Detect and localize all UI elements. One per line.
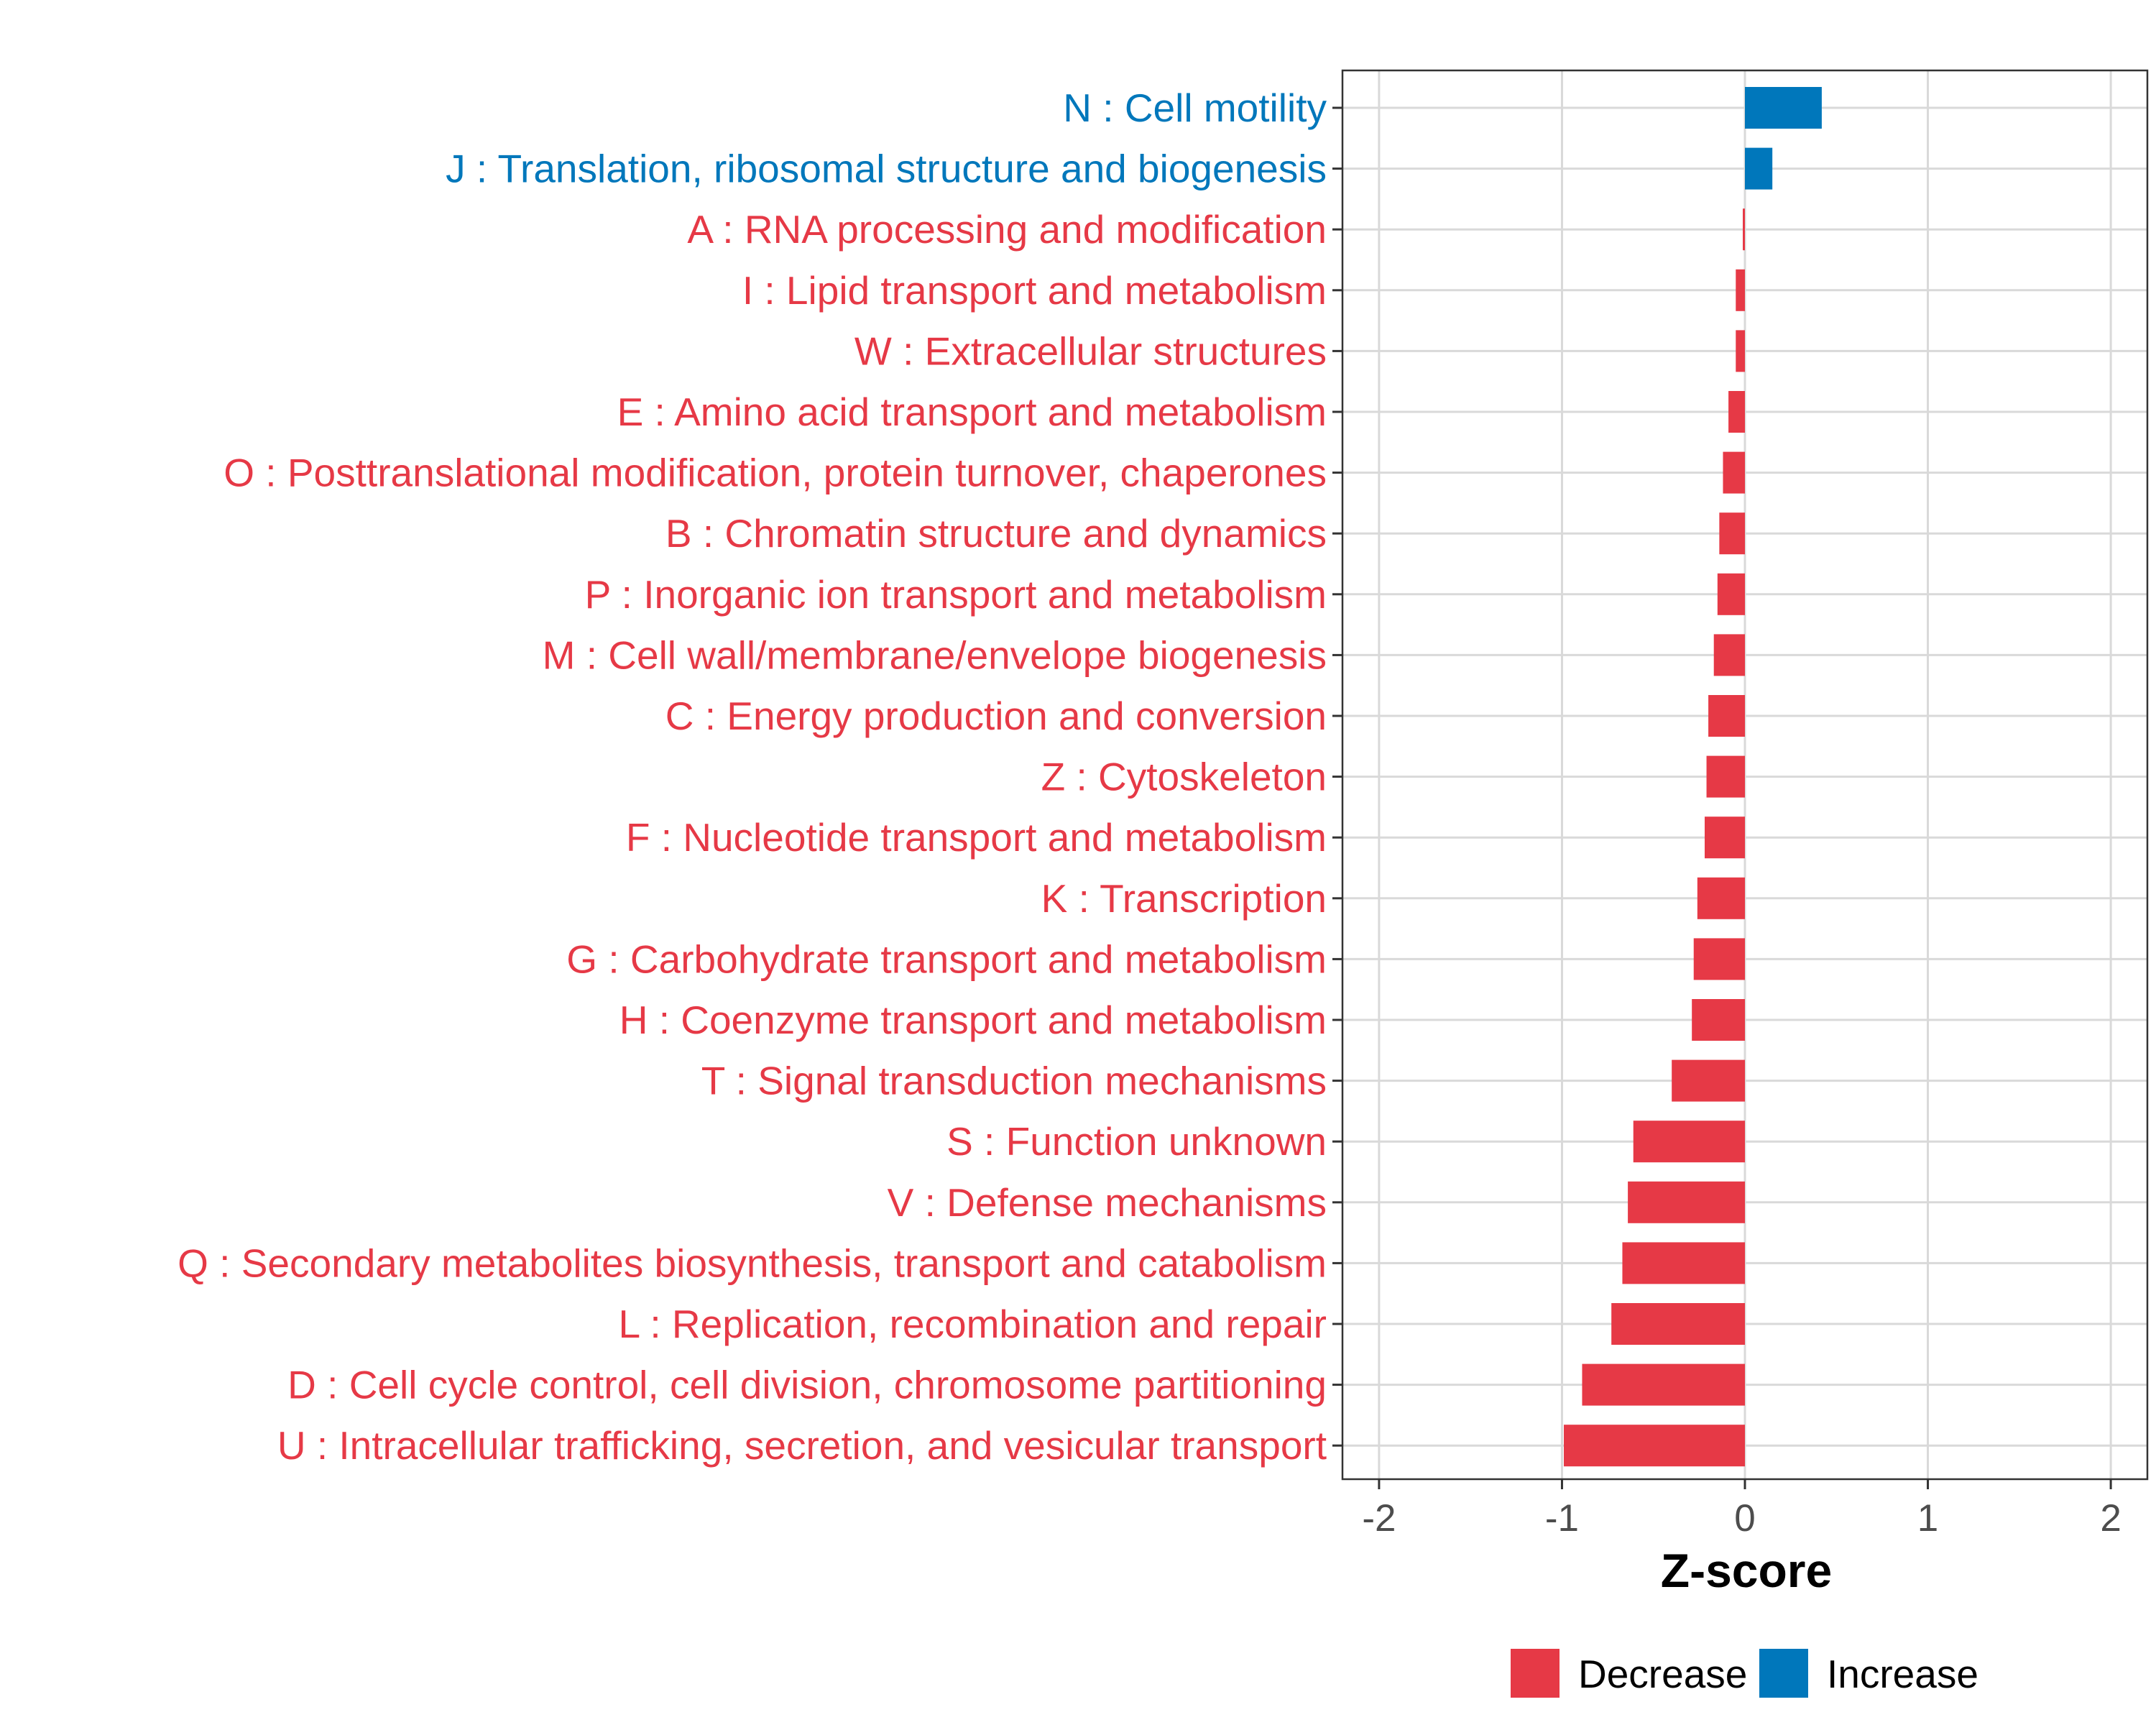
category-label: F : Nucleotide transport and metabolism (626, 815, 1327, 860)
category-label: C : Energy production and conversion (665, 694, 1327, 738)
category-label: O : Posttranslational modification, prot… (224, 451, 1327, 495)
category-label: H : Coenzyme transport and metabolism (619, 998, 1327, 1042)
category-label: S : Function unknown (946, 1119, 1327, 1164)
category-label: D : Cell cycle control, cell division, c… (287, 1363, 1327, 1407)
category-label: I : Lipid transport and metabolism (742, 268, 1327, 313)
legend: Decrease Increase (1511, 1649, 1978, 1698)
bar (1564, 1425, 1745, 1467)
bar (1628, 1181, 1745, 1223)
x-tick-label: -1 (1545, 1497, 1579, 1540)
bar (1672, 1059, 1745, 1102)
bar (1693, 938, 1745, 980)
category-label: E : Amino acid transport and metabolism (617, 390, 1327, 434)
category-label: Z : Cytoskeleton (1041, 755, 1327, 799)
bar (1611, 1303, 1745, 1345)
bar (1622, 1242, 1745, 1284)
category-label: U : Intracellular trafficking, secretion… (277, 1423, 1327, 1468)
category-label: M : Cell wall/membrane/envelope biogenes… (543, 632, 1327, 677)
bar (1743, 208, 1745, 251)
bar (1719, 512, 1745, 555)
category-label: W : Extracellular structures (854, 328, 1327, 373)
legend-label: Decrease (1578, 1652, 1747, 1696)
x-tick-label: 1 (1917, 1497, 1938, 1540)
x-tick-label: 0 (1734, 1497, 1755, 1540)
category-label: K : Transcription (1041, 876, 1327, 921)
bar (1706, 755, 1745, 798)
bars (1564, 87, 1822, 1467)
y-axis-ticks (1332, 106, 1342, 1447)
legend-label: Increase (1827, 1652, 1978, 1696)
bar (1723, 451, 1745, 494)
category-label: J : Translation, ribosomal structure and… (446, 147, 1327, 191)
category-label: P : Inorganic ion transport and metaboli… (585, 572, 1327, 617)
category-label: B : Chromatin structure and dynamics (665, 511, 1327, 556)
bar (1697, 877, 1745, 919)
x-axis-title: Z-score (1661, 1544, 1832, 1597)
bar (1713, 634, 1745, 676)
legend-swatch (1759, 1649, 1808, 1698)
bar (1736, 269, 1745, 311)
x-tick-label: -2 (1362, 1497, 1396, 1540)
bar (1692, 999, 1745, 1041)
bar (1705, 816, 1745, 859)
category-labels: N : Cell motility J : Translation, riboso… (178, 86, 1327, 1468)
bar (1745, 147, 1773, 190)
category-label: V : Defense mechanisms (888, 1180, 1327, 1225)
bar (1633, 1121, 1745, 1163)
bar (1708, 695, 1745, 737)
category-label: G : Carbohydrate transport and metabolis… (566, 937, 1327, 981)
category-label: L : Replication, recombination and repai… (619, 1302, 1327, 1346)
category-label: N : Cell motility (1063, 86, 1327, 130)
bar (1745, 87, 1822, 129)
bar (1736, 330, 1745, 372)
legend-swatch (1511, 1649, 1560, 1698)
category-label: Q : Secondary metabolites biosynthesis, … (178, 1241, 1327, 1285)
bar (1717, 573, 1745, 615)
bar (1582, 1363, 1745, 1406)
bar (1728, 391, 1745, 433)
x-tick-label: 2 (2100, 1497, 2121, 1540)
x-axis-ticks: -2 -1 0 1 2 (1362, 1479, 2122, 1540)
category-label: T : Signal transduction mechanisms (701, 1059, 1327, 1103)
category-label: A : RNA processing and modification (687, 207, 1327, 252)
